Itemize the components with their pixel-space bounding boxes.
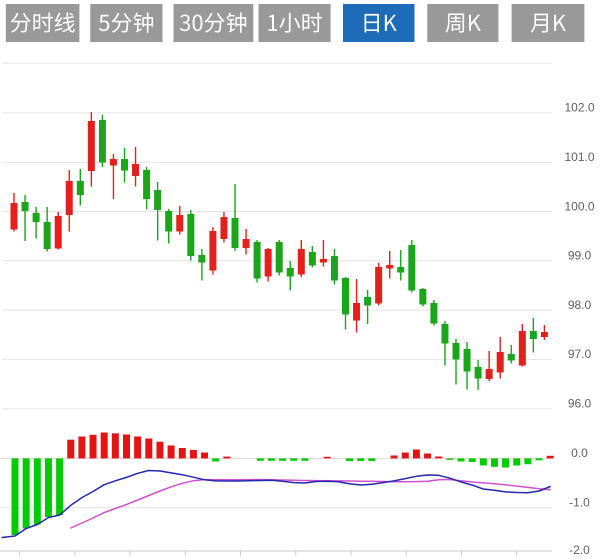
svg-text:-1.0: -1.0 <box>569 495 590 509</box>
svg-text:98.0: 98.0 <box>568 298 592 312</box>
svg-text:0.0: 0.0 <box>571 446 588 460</box>
svg-text:100.0: 100.0 <box>564 199 594 213</box>
svg-text:101.0: 101.0 <box>564 150 594 164</box>
svg-text:-2.0: -2.0 <box>569 543 590 557</box>
svg-text:99.0: 99.0 <box>568 249 592 263</box>
svg-text:102.0: 102.0 <box>564 101 594 115</box>
svg-text:97.0: 97.0 <box>568 347 592 361</box>
svg-text:96.0: 96.0 <box>568 397 592 411</box>
